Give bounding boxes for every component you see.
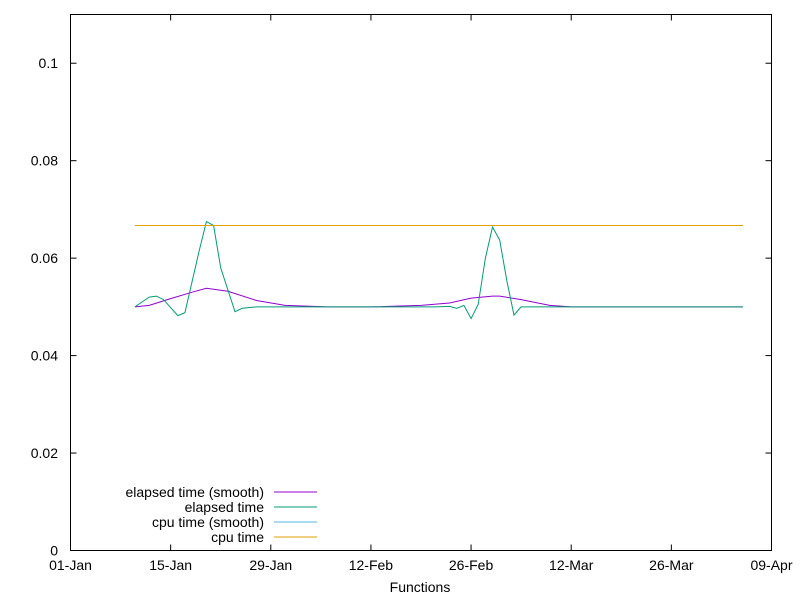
legend-entry: cpu time (smooth)	[152, 514, 317, 530]
series-lines	[134, 220, 743, 320]
plot-border	[70, 14, 772, 551]
legend-label: cpu time (smooth)	[152, 514, 264, 530]
x-tick-label: 26-Feb	[449, 557, 494, 573]
y-tick-label: 0.1	[39, 55, 59, 71]
legend-entry: cpu time	[211, 529, 317, 545]
x-tick-label: 12-Mar	[549, 557, 594, 573]
legend-label: elapsed time	[185, 499, 265, 515]
x-tick-label: 12-Feb	[349, 557, 394, 573]
y-tick-label: 0	[50, 543, 58, 559]
x-axis: 01-Jan 15-Jan 29-Jan 12-Feb 26-Feb 12-Mar 26-M…	[49, 14, 793, 573]
x-tick-label: 15-Jan	[149, 557, 192, 573]
legend-entry: elapsed time (smooth)	[125, 484, 317, 500]
series-line-elapsed-time-smooth	[134, 287, 743, 308]
series-line-elapsed-time	[134, 220, 743, 320]
x-tick-label: 29-Jan	[249, 557, 292, 573]
x-tick-label: 09-Apr	[750, 557, 792, 573]
x-tick-label: 26-Mar	[649, 557, 694, 573]
y-axis: 0 0.02 0.04 0.06 0.08 0.1	[31, 55, 772, 559]
y-tick-label: 0.02	[31, 445, 58, 461]
y-tick-label: 0.06	[31, 250, 58, 266]
x-axis-label: Functions	[390, 579, 451, 595]
x-tick-label: 01-Jan	[49, 557, 92, 573]
legend-entry: elapsed time	[185, 499, 317, 515]
y-tick-label: 0.08	[31, 153, 58, 169]
legend-label: elapsed time (smooth)	[125, 484, 264, 500]
y-tick-label: 0.04	[31, 348, 58, 364]
legend-label: cpu time	[211, 529, 264, 545]
